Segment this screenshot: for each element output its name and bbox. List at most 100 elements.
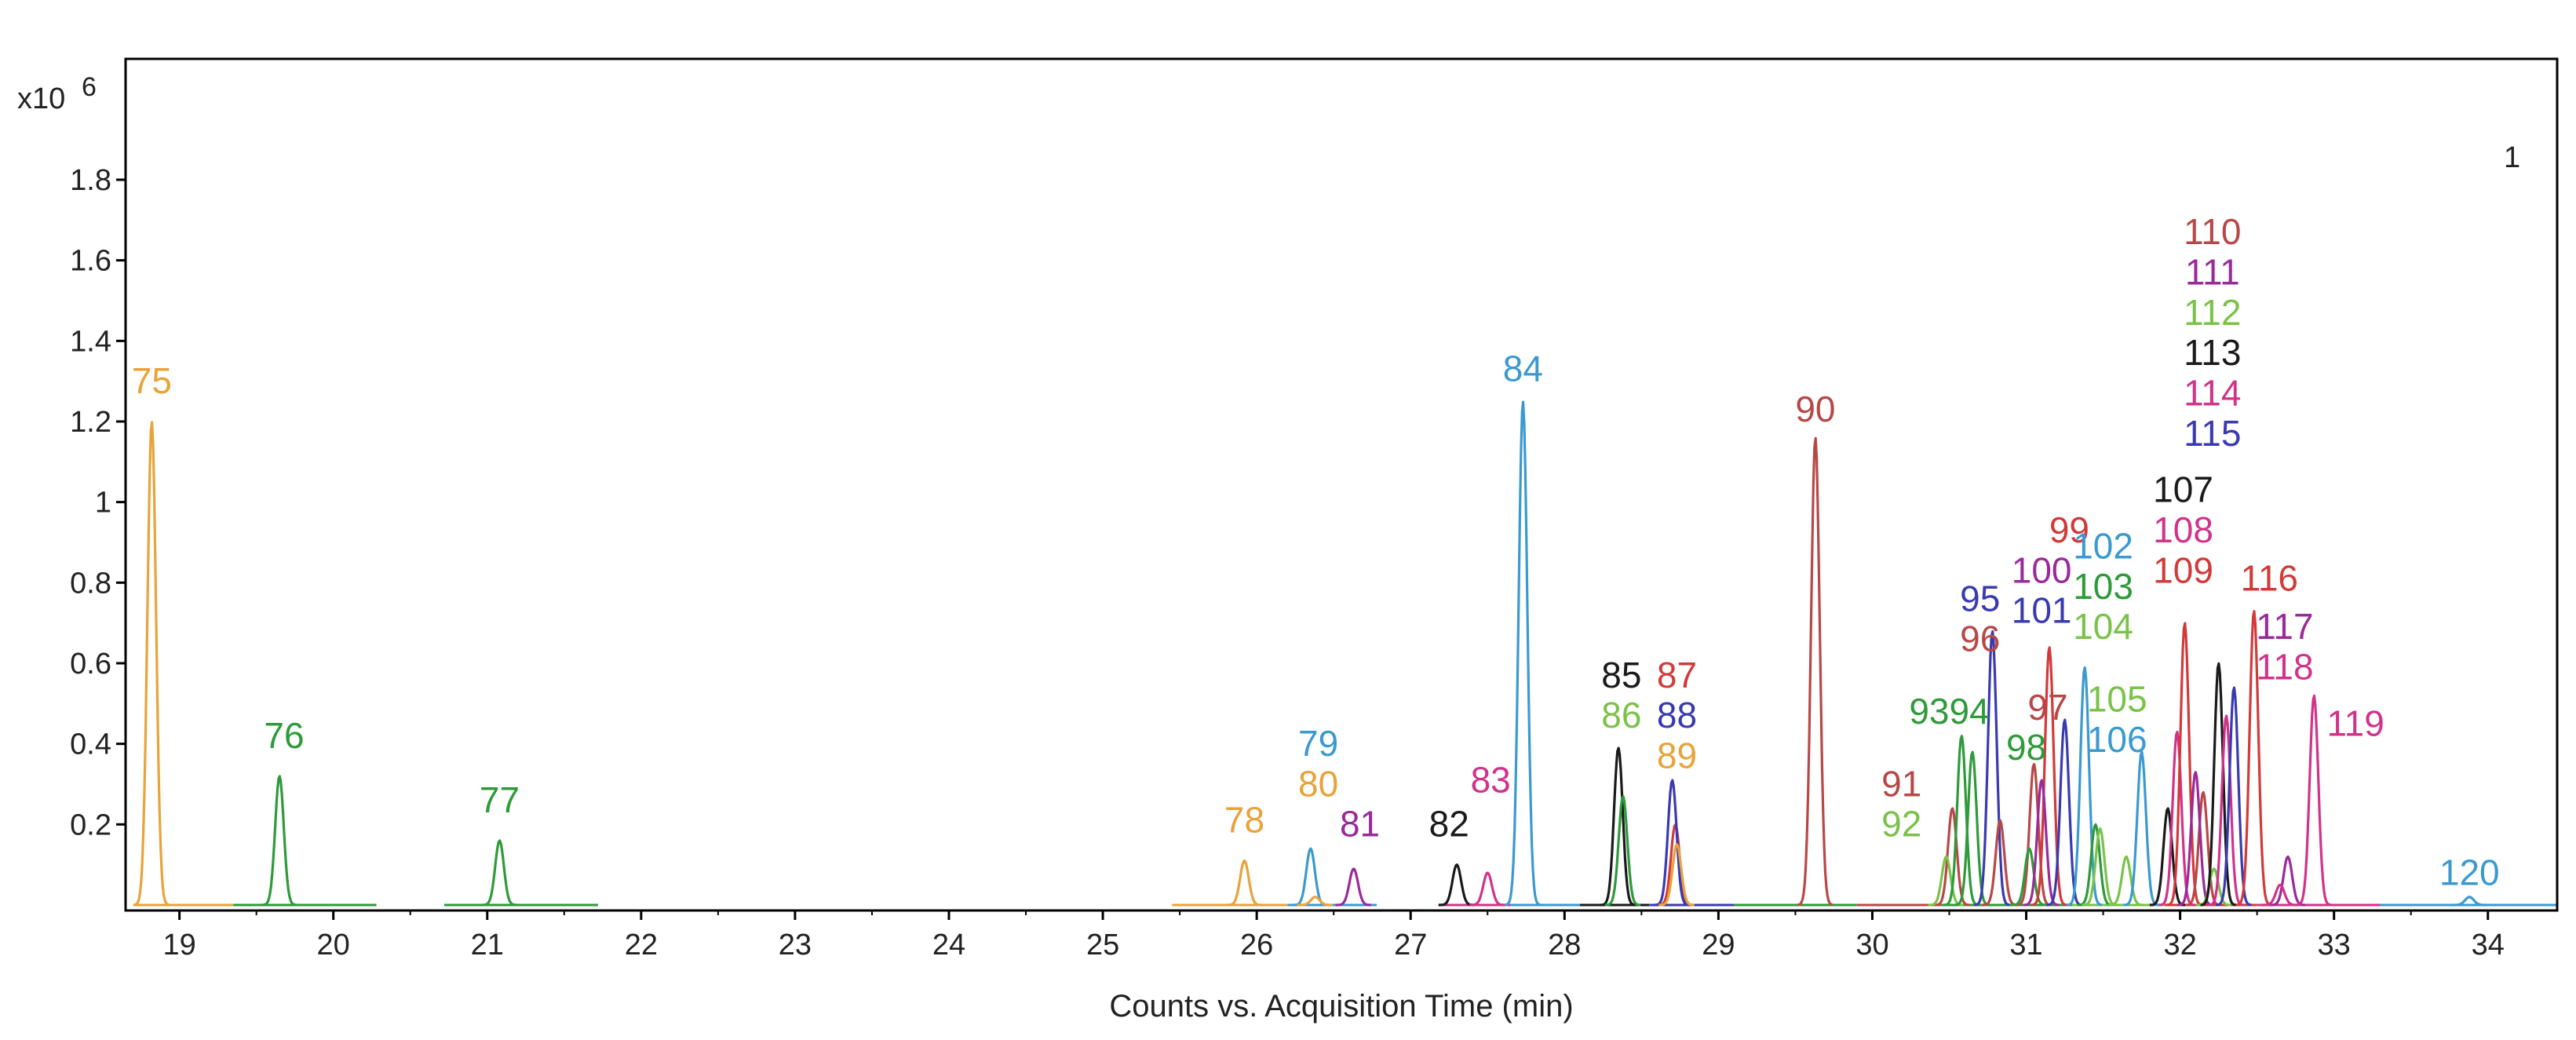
peak-96: [1981, 819, 2018, 907]
peak-108: [2158, 730, 2195, 907]
peak-label-82: 82: [1429, 804, 1469, 845]
peak-75: [133, 421, 170, 907]
y-tick-label: 1: [95, 487, 111, 520]
peak-label-109: 109: [2153, 549, 2213, 590]
y-tick-label: 0.2: [70, 808, 111, 841]
x-tick-label: 30: [1855, 929, 1888, 962]
peak-113: [2200, 662, 2237, 907]
peak-119: [2295, 694, 2332, 907]
peak-label-79: 79: [1298, 723, 1338, 764]
y-multiplier-label: x10: [17, 82, 65, 115]
peak-label-76: 76: [264, 715, 304, 756]
y-tick-label: 1.6: [70, 245, 111, 278]
panel-label: 1: [2504, 141, 2520, 174]
peak-118: [2261, 883, 2298, 907]
axes: 19 20 21 22 23 24 25 26 27 28 29 30 31 32 33 34 0.2 0.4 0.…: [70, 164, 2505, 962]
peak-76: [261, 775, 297, 907]
peak-label-87: 87: [1657, 655, 1697, 695]
peak-106: [2123, 750, 2160, 907]
peak-label-102: 102: [2073, 526, 2133, 567]
peak-label-88: 88: [1657, 695, 1697, 735]
peak-114: [2208, 714, 2244, 907]
peak-77: [481, 839, 517, 907]
peak-label-80: 80: [1298, 763, 1338, 804]
peak-109: [2166, 622, 2202, 907]
peak-label-106: 106: [2087, 719, 2147, 760]
peak-label-89: 89: [1657, 735, 1697, 775]
peak-label-84: 84: [1503, 348, 1543, 389]
peak-97: [2016, 762, 2052, 907]
peak-93: [1943, 735, 1979, 907]
x-tick-label: 25: [1086, 929, 1119, 962]
peak-label-113: 113: [2184, 332, 2241, 373]
peak-label-83: 83: [1471, 759, 1511, 800]
peak-label-103: 103: [2073, 566, 2133, 607]
peak-label-96: 96: [1960, 619, 2000, 659]
y-tick-label: 1.2: [70, 406, 111, 439]
x-tick-label: 21: [471, 929, 504, 962]
y-tick-label: 0.6: [70, 648, 111, 681]
x-tick-label: 31: [2009, 929, 2042, 962]
peak-label-120: 120: [2439, 852, 2500, 892]
peak-95: [1974, 629, 2010, 907]
y-tick-label: 0.4: [70, 728, 111, 761]
peak-104: [2082, 827, 2118, 907]
peak-94: [1954, 750, 1990, 907]
peak-label-110: 110: [2184, 211, 2241, 252]
peak-label-101: 101: [2012, 590, 2072, 631]
peak-label-98: 98: [2006, 727, 2046, 768]
peak-label-77: 77: [480, 779, 520, 820]
peak-label-99: 99: [2049, 509, 2089, 550]
x-tick-label: 26: [1240, 929, 1273, 962]
x-axis-title: Counts vs. Acquisition Time (min): [1109, 989, 1573, 1024]
peak-81: [1335, 867, 1372, 907]
y-tick-label: 1.4: [70, 325, 111, 358]
plot-frame: [124, 57, 2559, 912]
peak-label-119: 119: [2326, 702, 2384, 743]
peak-label-115: 115: [2184, 413, 2241, 454]
peak-label-104: 104: [2073, 606, 2133, 647]
peak-label-9394: 9394: [1909, 691, 1989, 732]
peak-label-91: 91: [1881, 763, 1921, 804]
peak-traces: [133, 400, 2487, 907]
peak-83: [1469, 871, 1505, 907]
y-multiplier-exponent: 6: [82, 72, 97, 102]
peak-label-95: 95: [1960, 578, 2000, 619]
peak-label-105: 105: [2087, 679, 2147, 720]
peak-80: [1297, 896, 1334, 907]
peak-label-112: 112: [2184, 292, 2241, 333]
x-tick-label: 29: [1702, 929, 1735, 962]
peak-label-111: 111: [2185, 251, 2240, 292]
x-tick-label: 20: [317, 929, 350, 962]
peak-91: [1934, 807, 1970, 907]
x-tick-label: 19: [162, 929, 195, 962]
peak-116: [2235, 610, 2272, 907]
peak-102: [2066, 666, 2103, 907]
x-tick-label: 22: [625, 929, 658, 962]
peak-85: [1600, 746, 1636, 907]
peak-88: [1654, 779, 1690, 907]
peak-label-75: 75: [132, 360, 172, 401]
peak-78: [1226, 859, 1262, 907]
y-tick-label: 1.8: [70, 164, 111, 197]
peak-label-86: 86: [1601, 695, 1641, 735]
x-tick-label: 23: [779, 929, 812, 962]
peak-86: [1604, 794, 1641, 907]
peak-103: [2077, 823, 2114, 907]
peak-label-107: 107: [2153, 469, 2213, 510]
x-tick-label: 27: [1394, 929, 1427, 962]
peak-115: [2216, 686, 2252, 907]
peak-101: [2046, 718, 2082, 907]
peak-120: [2451, 896, 2487, 907]
x-tick-label: 24: [932, 929, 965, 962]
peak-label-92: 92: [1881, 804, 1921, 845]
peak-82: [1438, 863, 1475, 907]
peak-label-81: 81: [1340, 804, 1380, 845]
peak-89: [1658, 843, 1695, 907]
peak-label-118: 118: [2256, 647, 2313, 688]
peak-105: [2107, 855, 2144, 907]
